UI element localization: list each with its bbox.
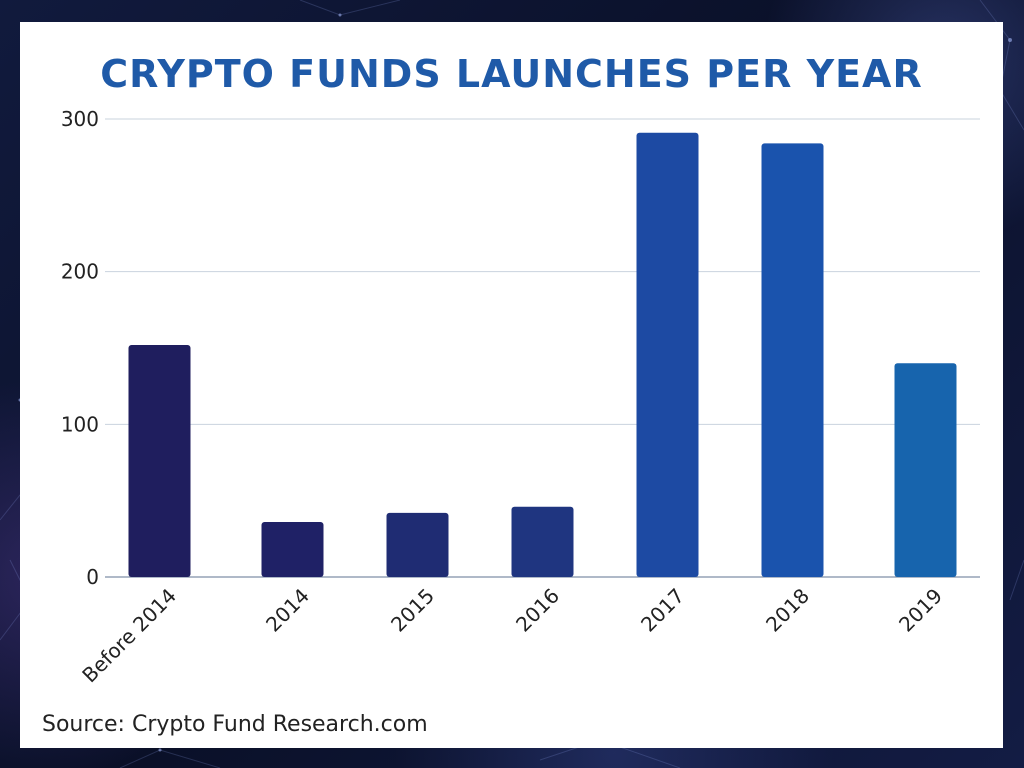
x-tick-label: 2016 (511, 584, 564, 637)
bar-2017 (636, 132, 699, 577)
bar-2015 (386, 512, 449, 577)
bars (128, 132, 957, 577)
x-axis-ticks: Before 2014 2014 2015 2016 2017 2018 2019 (77, 584, 947, 688)
bar-2016 (511, 506, 574, 577)
chart-title: CRYPTO FUNDS LAUNCHES PER YEAR (100, 52, 923, 96)
x-tick-label: 2019 (894, 584, 947, 637)
x-tick-label: 2017 (636, 584, 689, 637)
source-caption: Source: Crypto Fund Research.com (42, 712, 428, 737)
y-axis-ticks: 0 100 200 300 (61, 107, 99, 589)
y-tick-label: 100 (61, 412, 99, 436)
x-tick-label: 2014 (261, 584, 314, 637)
y-tick-label: 200 (61, 260, 99, 284)
x-tick-label: Before 2014 (77, 584, 181, 688)
y-tick-label: 0 (86, 565, 99, 589)
bar-before-2014 (128, 344, 191, 577)
x-tick-label: 2018 (761, 584, 814, 637)
bar-chart: 0 100 200 300 Before 2014 2014 2015 2016 2017 20… (61, 107, 980, 688)
bar-2014 (261, 522, 324, 577)
chart-card: CRYPTO FUNDS LAUNCHES PER YEAR 0 100 200 30… (20, 22, 1003, 748)
bar-2019 (894, 363, 957, 577)
bar-2018 (761, 143, 824, 577)
x-tick-label: 2015 (386, 584, 439, 637)
y-tick-label: 300 (61, 107, 99, 131)
